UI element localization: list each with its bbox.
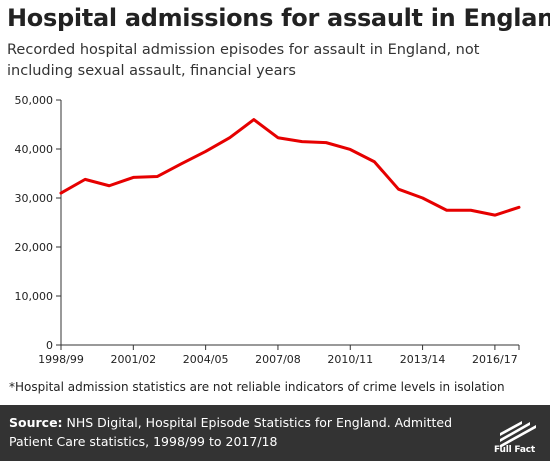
series-layer — [59, 118, 521, 217]
y-tick-label: 30,000 — [15, 192, 54, 205]
chart-title: Hospital admissions for assault in Engla… — [7, 4, 550, 32]
x-tick-label: 1998/99 — [38, 353, 84, 366]
y-tick-label: 50,000 — [15, 94, 54, 107]
x-tick-label: 2001/02 — [110, 353, 156, 366]
y-axis: 0 10,000 20,000 30,000 40,000 50,000 — [15, 94, 62, 352]
footer-bar: Source: NHS Digital, Hospital Episode St… — [0, 405, 550, 461]
x-tick-label: 2004/05 — [183, 353, 229, 366]
y-tick-label: 0 — [46, 339, 53, 352]
y-tick-label: 40,000 — [15, 143, 54, 156]
logo-bars-icon — [500, 421, 536, 447]
logo-text: Full Fact — [494, 445, 535, 455]
source-label: Source: — [9, 415, 63, 430]
full-fact-logo: Full Fact — [494, 421, 540, 455]
x-tick-label: 2007/08 — [255, 353, 301, 366]
source-text: Source: NHS Digital, Hospital Episode St… — [9, 413, 489, 451]
x-tick-label: 2013/14 — [400, 353, 446, 366]
x-axis: 1998/99 2001/02 2004/05 2007/08 2010/11 2013/… — [38, 344, 520, 366]
y-tick-label: 10,000 — [15, 290, 54, 303]
line-chart: 0 10,000 20,000 30,000 40,000 50,000 1998/99 2… — [15, 94, 521, 366]
chart-subtitle: Recorded hospital admission episodes for… — [7, 42, 480, 79]
source-detail: NHS Digital, Hospital Episode Statistics… — [9, 415, 453, 449]
x-tick-label: 2016/17 — [472, 353, 518, 366]
footnote: *Hospital admission statistics are not r… — [9, 380, 505, 394]
series-line — [59, 118, 521, 217]
x-tick-label: 2010/11 — [327, 353, 373, 366]
y-tick-label: 20,000 — [15, 241, 54, 254]
